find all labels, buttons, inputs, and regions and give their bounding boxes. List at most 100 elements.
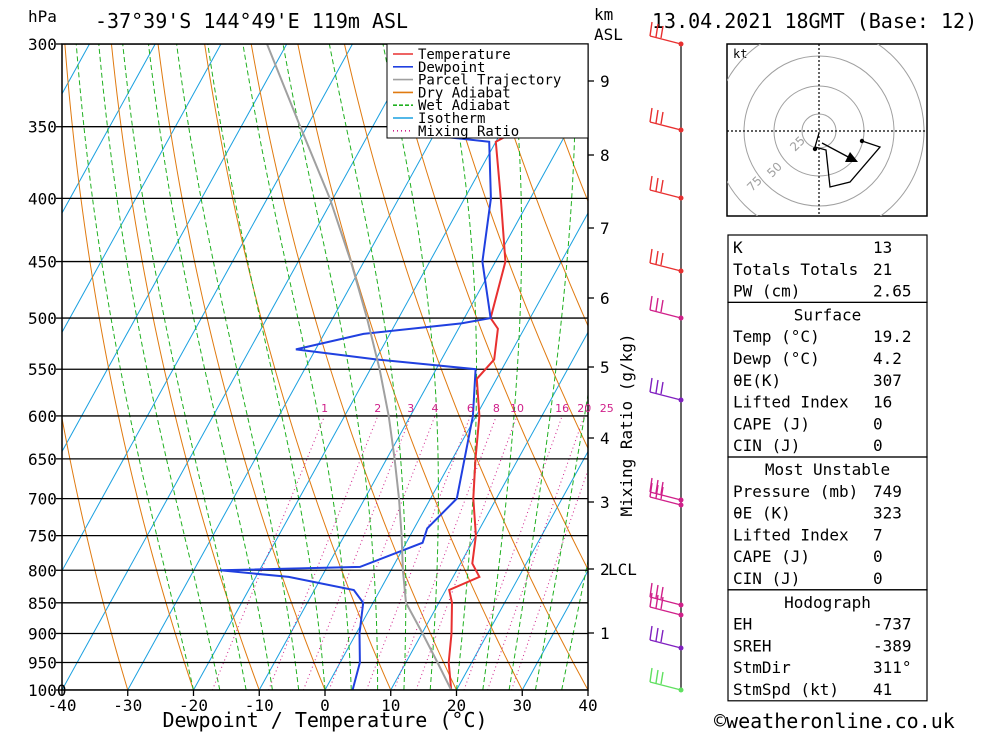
isotherm-line — [456, 450, 588, 690]
pressure-tick-label: 1000 — [28, 681, 67, 700]
mixing-ratio-labels: 1 2 3 4 6 8 10 16 20 25 — [321, 402, 614, 415]
x-tick-label: -20 — [179, 696, 208, 715]
axes: 3003504004505005506006507007508008509009… — [28, 35, 637, 715]
pressure-tick-label: 500 — [28, 309, 57, 328]
pressure-tick-label: 350 — [28, 118, 57, 137]
dry-adiabat-line — [204, 44, 392, 690]
wet-adiabat-line — [75, 44, 194, 690]
index-value: 0 — [873, 547, 883, 566]
wind-barb — [649, 295, 682, 319]
index-value: 16 — [873, 393, 892, 412]
dry-adiabat-line — [437, 44, 588, 450]
mixing-ratio-label: 20 — [577, 402, 591, 415]
wet-adiabat-line — [561, 558, 588, 690]
legend-entry: Isotherm — [418, 111, 485, 127]
dry-adiabat-line — [250, 44, 457, 690]
wind-barb — [649, 582, 682, 606]
index-label: Dewp (°C) — [733, 349, 820, 368]
x-tick-label: 30 — [513, 696, 532, 715]
isotherm-line — [127, 44, 485, 690]
index-label: Pressure (mb) — [733, 482, 858, 501]
index-value: 13 — [873, 238, 892, 257]
indices-section-title: Surface — [794, 305, 861, 324]
index-value: 0 — [873, 414, 883, 433]
index-label: CAPE (J) — [733, 414, 810, 433]
legend-entry: Mixing Ratio — [418, 124, 519, 140]
index-value: 41 — [873, 680, 892, 699]
mixing-ratio-label: 4 — [431, 402, 438, 415]
hodo-point — [859, 138, 865, 144]
isotherm-line — [390, 331, 588, 690]
indices-section-title: Most Unstable — [765, 460, 890, 479]
pressure-tick-label: 800 — [28, 561, 57, 580]
index-label: Temp (°C) — [733, 327, 820, 346]
lcl-label: LCL — [608, 560, 637, 579]
index-value: 0 — [873, 436, 883, 455]
index-value: 21 — [873, 260, 892, 279]
mixing-ratio-label: 10 — [510, 402, 524, 415]
storm-motion-arrow — [821, 142, 853, 160]
datetime-title: 13.04.2021 18GMT (Base: 12) — [652, 9, 977, 33]
km-tick-label: 9 — [600, 72, 610, 91]
x-axis-label: Dewpoint / Temperature (°C) — [162, 708, 487, 732]
indices-table: K 13 Totals Totals 21 PW (cm) 2.65 Surface Temp… — [727, 234, 928, 702]
index-value: 749 — [873, 482, 902, 501]
series-dewpoint — [220, 44, 492, 690]
km-tick-label: 7 — [600, 219, 610, 238]
km-label: km — [594, 5, 613, 24]
pressure-tick-label: 850 — [28, 594, 57, 613]
series-parcel-trajectory — [266, 44, 453, 690]
wet-adiabat-line — [382, 44, 439, 690]
index-label: θE(K) — [733, 371, 781, 390]
isotherm-line — [324, 212, 588, 690]
indices-section-title: Hodograph — [784, 593, 871, 612]
mixing-ratio-line — [487, 415, 585, 690]
legend-entry: Dry Adiabat — [418, 85, 511, 101]
asl-label: ASL — [594, 25, 623, 44]
legend-entry: Parcel Trajectory — [418, 73, 561, 89]
wind-barb — [649, 21, 682, 45]
series-temperature — [447, 44, 511, 690]
mixing-ratio-line — [268, 415, 379, 690]
mixing-ratio-label: 25 — [600, 402, 614, 415]
location-title: -37°39'S 144°49'E 119m ASL — [95, 9, 408, 33]
index-label: Lifted Index — [733, 525, 849, 544]
index-value: -737 — [873, 615, 912, 634]
wind-barbs — [649, 21, 684, 693]
km-tick-label: 2 — [600, 560, 610, 579]
index-value: 0 — [873, 569, 883, 588]
index-label: PW (cm) — [733, 282, 800, 301]
km-tick-label: 6 — [600, 289, 610, 308]
mixing-ratio-label: 8 — [493, 402, 500, 415]
index-label: CAPE (J) — [733, 547, 810, 566]
wet-adiabat-line — [98, 44, 221, 690]
index-label: Lifted Index — [733, 393, 849, 412]
x-tick-label: -30 — [113, 696, 142, 715]
wet-adiabat-line — [443, 44, 478, 690]
hodo-unit: kt — [733, 47, 747, 61]
wind-barb — [649, 107, 682, 131]
dry-adiabat-line — [483, 44, 588, 328]
km-tick-label: 5 — [600, 358, 610, 377]
mixing-ratio-axis-label: Mixing Ratio (g/kg) — [617, 333, 636, 516]
index-value: 7 — [873, 525, 883, 544]
storm-motion-arrowhead — [845, 152, 858, 162]
index-label: StmDir — [733, 658, 791, 677]
wind-barb — [649, 592, 682, 616]
index-label: StmSpd (kt) — [733, 680, 839, 699]
wind-barb — [649, 625, 682, 649]
x-tick-label: 20 — [447, 696, 466, 715]
wind-barb — [649, 482, 682, 506]
mixing-ratio-line — [366, 415, 471, 690]
x-tick-label: 10 — [381, 696, 400, 715]
copyright-text: ©weatheronline.co.uk — [714, 709, 955, 733]
isotherm-line — [62, 44, 419, 690]
isotherm-line — [62, 44, 156, 215]
km-tick-label: 8 — [600, 146, 610, 165]
isotherm-line — [258, 92, 588, 690]
wind-barb — [649, 377, 682, 401]
pressure-tick-label: 950 — [28, 653, 57, 672]
wind-barb — [649, 667, 682, 691]
